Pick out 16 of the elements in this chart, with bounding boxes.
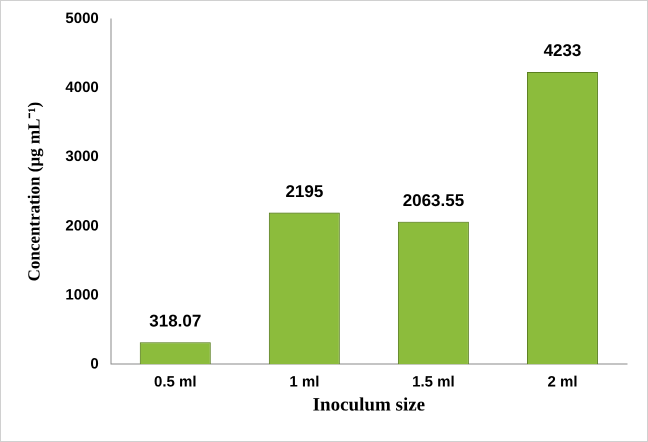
y-tick-label: 1000 [65,286,99,304]
y-axis-title: Concentration (µg mL⁻¹) [24,102,44,282]
x-tick-label: 2 ml [547,373,578,390]
x-tick-label: 1.5 ml [412,373,455,390]
y-tick-label: 0 [90,355,99,372]
data-label: 318.07 [149,311,202,330]
data-label: 2063.55 [402,190,464,210]
data-label: 4233 [544,41,582,60]
y-tick-label: 2000 [65,217,99,234]
x-tick-label: 0.5 ml [154,373,197,390]
x-tick-label: 1 ml [289,373,320,390]
y-tick-label: 5000 [65,10,99,28]
y-tick-label: 3000 [65,148,99,166]
x-axis-title: Inoculum size [312,394,426,416]
y-tick-label: 4000 [65,79,99,96]
data-label: 2195 [285,182,324,201]
